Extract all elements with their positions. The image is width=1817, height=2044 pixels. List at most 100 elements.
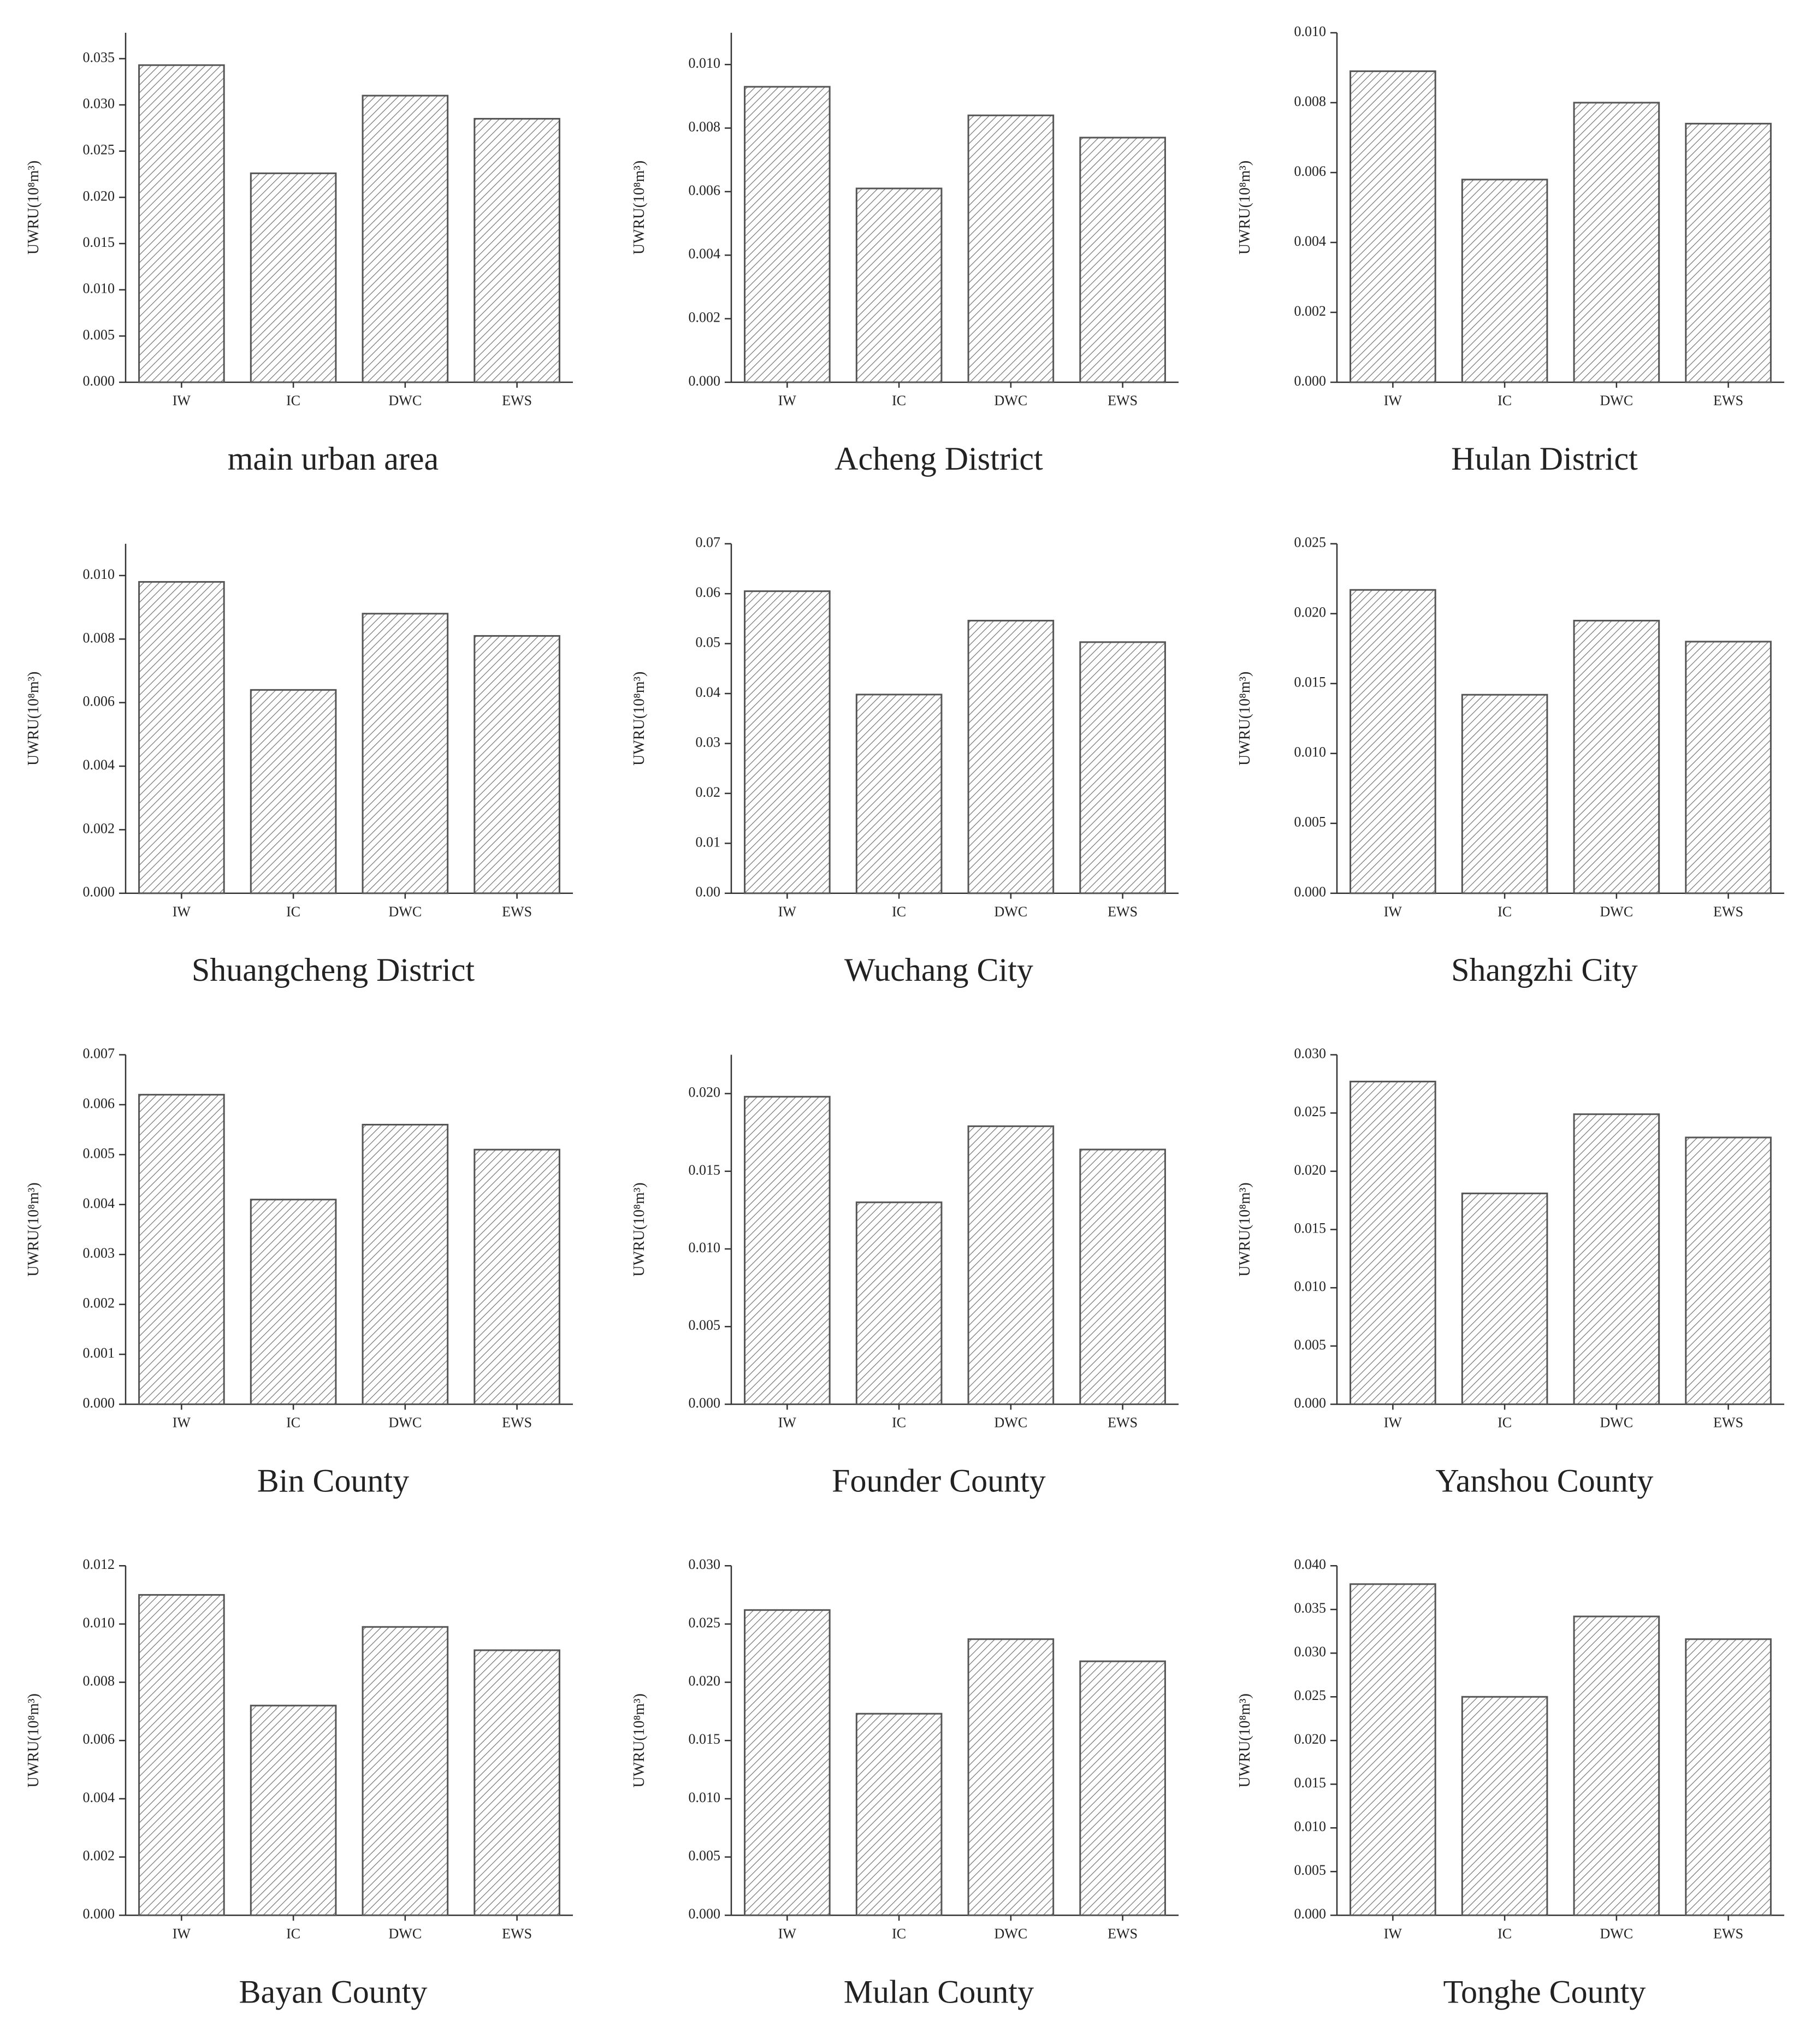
y-tick-label: 0.008 <box>83 630 115 645</box>
x-tick-label: EWS <box>1713 1925 1743 1941</box>
bar <box>1079 641 1166 894</box>
x-tick-label: IC <box>286 904 300 920</box>
bar <box>250 172 337 383</box>
y-tick-label: 0.035 <box>1294 1600 1327 1616</box>
y-tick-label: 0.002 <box>689 310 721 325</box>
y-tick-label: 0.012 <box>83 1556 115 1572</box>
y-tick-label: 0.005 <box>83 327 115 342</box>
chart-caption: Yanshou County <box>1435 1463 1653 1499</box>
x-tick-label: IW <box>1384 393 1402 408</box>
y-tick-label: 0.010 <box>1294 1818 1327 1834</box>
x-tick-label: IW <box>173 393 191 408</box>
x-tick-label: IW <box>778 393 797 408</box>
chart-caption: Tonghe County <box>1443 1974 1646 2010</box>
y-tick-label: 0.002 <box>83 820 115 836</box>
y-tick-label: 0.07 <box>696 535 721 550</box>
x-tick-label: DWC <box>389 393 422 408</box>
panel: 0.000 0.002 0.004 0.006 0.008 0.010 IW IC DWC EWS… <box>25 543 573 988</box>
y-tick-label: 0.020 <box>689 1673 721 1689</box>
y-tick-label: 0.030 <box>1294 1644 1327 1660</box>
panel: 0.00 0.01 0.02 0.03 0.04 0.05 0.06 0.07 IW IC DWC E… <box>631 535 1179 988</box>
bar <box>967 1638 1055 1916</box>
x-tick-label: IW <box>778 1415 797 1431</box>
y-tick-label: 0.025 <box>1294 1104 1327 1119</box>
panel: 0.000 0.005 0.010 0.015 0.020 0.025 0.030 0.035… <box>25 33 573 477</box>
y-tick-label: 0.015 <box>1294 674 1327 690</box>
y-tick-label: 0.020 <box>1294 1731 1327 1747</box>
bar <box>967 114 1055 383</box>
bar <box>1461 694 1548 894</box>
y-tick-label: 0.008 <box>1294 93 1327 109</box>
y-tick-label: 0.040 <box>1294 1556 1327 1572</box>
x-tick-label: EWS <box>502 1415 532 1431</box>
x-tick-label: DWC <box>995 393 1028 408</box>
x-tick-label: EWS <box>502 904 532 920</box>
y-axis-label: UWRU(10⁸m³) <box>25 1182 42 1276</box>
x-tick-label: EWS <box>1713 1415 1743 1431</box>
bar <box>250 1199 337 1405</box>
y-tick-label: 0.010 <box>1294 744 1327 760</box>
x-tick-label: DWC <box>1600 904 1633 920</box>
x-tick-label: EWS <box>1108 393 1138 408</box>
y-tick-label: 0.010 <box>689 1790 721 1805</box>
x-tick-label: EWS <box>1108 1415 1138 1431</box>
panel: 0.000 0.005 0.010 0.015 0.020 0.025 0.030 IW IC D… <box>1236 1045 1784 1499</box>
x-tick-label: IC <box>1498 1415 1512 1431</box>
y-tick-label: 0.006 <box>689 182 721 198</box>
y-tick-label: 0.05 <box>696 635 721 650</box>
x-tick-label: IW <box>173 1415 191 1431</box>
y-tick-label: 0.03 <box>696 734 721 750</box>
x-tick-label: DWC <box>1600 1925 1633 1941</box>
y-tick-label: 0.030 <box>689 1556 721 1572</box>
y-tick-label: 0.004 <box>83 1790 115 1805</box>
y-tick-label: 0.025 <box>689 1615 721 1631</box>
x-tick-label: IW <box>778 904 797 920</box>
y-tick-label: 0.000 <box>1294 373 1327 389</box>
bar <box>1685 1638 1772 1916</box>
x-tick-label: IW <box>173 1925 191 1941</box>
x-tick-label: DWC <box>1600 1415 1633 1431</box>
bar <box>1573 1615 1660 1916</box>
panel: 0.000 0.002 0.004 0.006 0.008 0.010 IW IC DWC EWS… <box>631 33 1179 477</box>
bar <box>1573 102 1660 383</box>
y-tick-label: 0.000 <box>689 1906 721 1922</box>
y-axis-label: UWRU(10⁸m³) <box>631 672 648 766</box>
y-axis-label: UWRU(10⁸m³) <box>25 1693 42 1787</box>
panel: 0.000 0.002 0.004 0.006 0.008 0.010 IW IC DWC EWS… <box>1236 23 1784 477</box>
panel: 0.000 0.005 0.010 0.015 0.020 0.025 IW IC DWC EWS… <box>1236 535 1784 988</box>
y-tick-label: 0.010 <box>1294 1278 1327 1294</box>
y-tick-label: 0.04 <box>696 684 721 700</box>
x-tick-label: IC <box>892 1925 906 1941</box>
y-tick-label: 0.000 <box>689 373 721 389</box>
y-tick-label: 0.006 <box>83 1095 115 1111</box>
y-tick-label: 0.006 <box>83 1731 115 1747</box>
x-tick-label: EWS <box>1713 393 1743 408</box>
bar <box>744 86 831 383</box>
chart-caption: Wuchang City <box>844 952 1033 988</box>
y-tick-label: 0.004 <box>1294 233 1327 249</box>
bar <box>138 1594 225 1916</box>
y-tick-label: 0.00 <box>696 884 721 900</box>
bar <box>474 635 560 894</box>
bar <box>1079 1660 1166 1916</box>
y-axis-label: UWRU(10⁸m³) <box>1236 672 1253 766</box>
y-tick-label: 0.007 <box>83 1045 115 1061</box>
bar <box>362 613 449 894</box>
y-tick-label: 0.015 <box>83 234 115 250</box>
bar <box>744 590 831 894</box>
x-tick-label: DWC <box>1600 393 1633 408</box>
chart-caption: Hulan District <box>1451 441 1638 477</box>
y-tick-label: 0.010 <box>83 281 115 297</box>
chart-caption: Bin County <box>257 1463 409 1499</box>
y-tick-label: 0.010 <box>689 55 721 71</box>
y-tick-label: 0.008 <box>689 119 721 135</box>
bar <box>1685 1136 1772 1405</box>
x-tick-label: IC <box>892 1415 906 1431</box>
y-tick-label: 0.005 <box>1294 1862 1327 1878</box>
y-tick-label: 0.003 <box>83 1245 115 1261</box>
bar <box>967 620 1055 894</box>
y-axis-label: UWRU(10⁸m³) <box>631 1182 648 1276</box>
bar <box>474 1148 560 1406</box>
y-tick-label: 0.000 <box>83 1395 115 1411</box>
y-tick-label: 0.010 <box>83 1615 115 1631</box>
